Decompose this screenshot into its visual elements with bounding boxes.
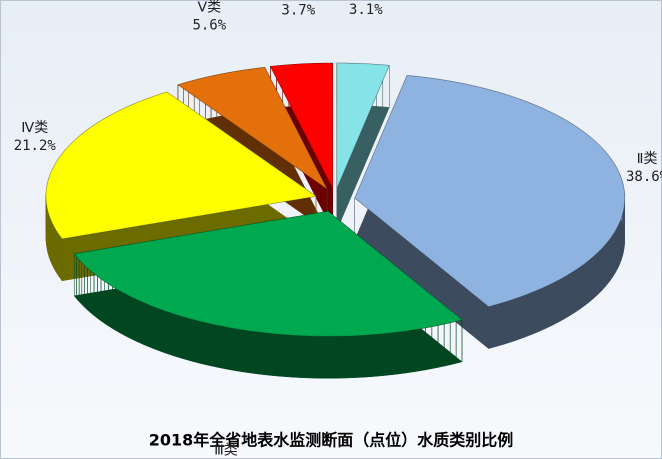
- pie: [45, 62, 626, 379]
- slice: [269, 62, 334, 189]
- value-label: 38.6%: [626, 169, 662, 185]
- value-label: 3.7%: [281, 2, 315, 18]
- value-label: 5.6%: [192, 17, 226, 33]
- slice-label: Ⅴ类: [198, 0, 222, 15]
- slice: [336, 62, 390, 189]
- slice-label: Ⅲ类: [214, 443, 238, 459]
- value-label: 21.2%: [14, 138, 57, 154]
- chart-title: 2018年全省地表水监测断面（点位）水质类别比例: [149, 431, 514, 450]
- slice: [354, 74, 626, 308]
- slice: [45, 91, 318, 240]
- slice: [176, 66, 328, 190]
- slice-label: Ⅳ类: [21, 120, 48, 136]
- slice: [73, 210, 464, 337]
- slice-label: Ⅱ类: [637, 151, 658, 167]
- value-label: 3.1%: [349, 2, 383, 18]
